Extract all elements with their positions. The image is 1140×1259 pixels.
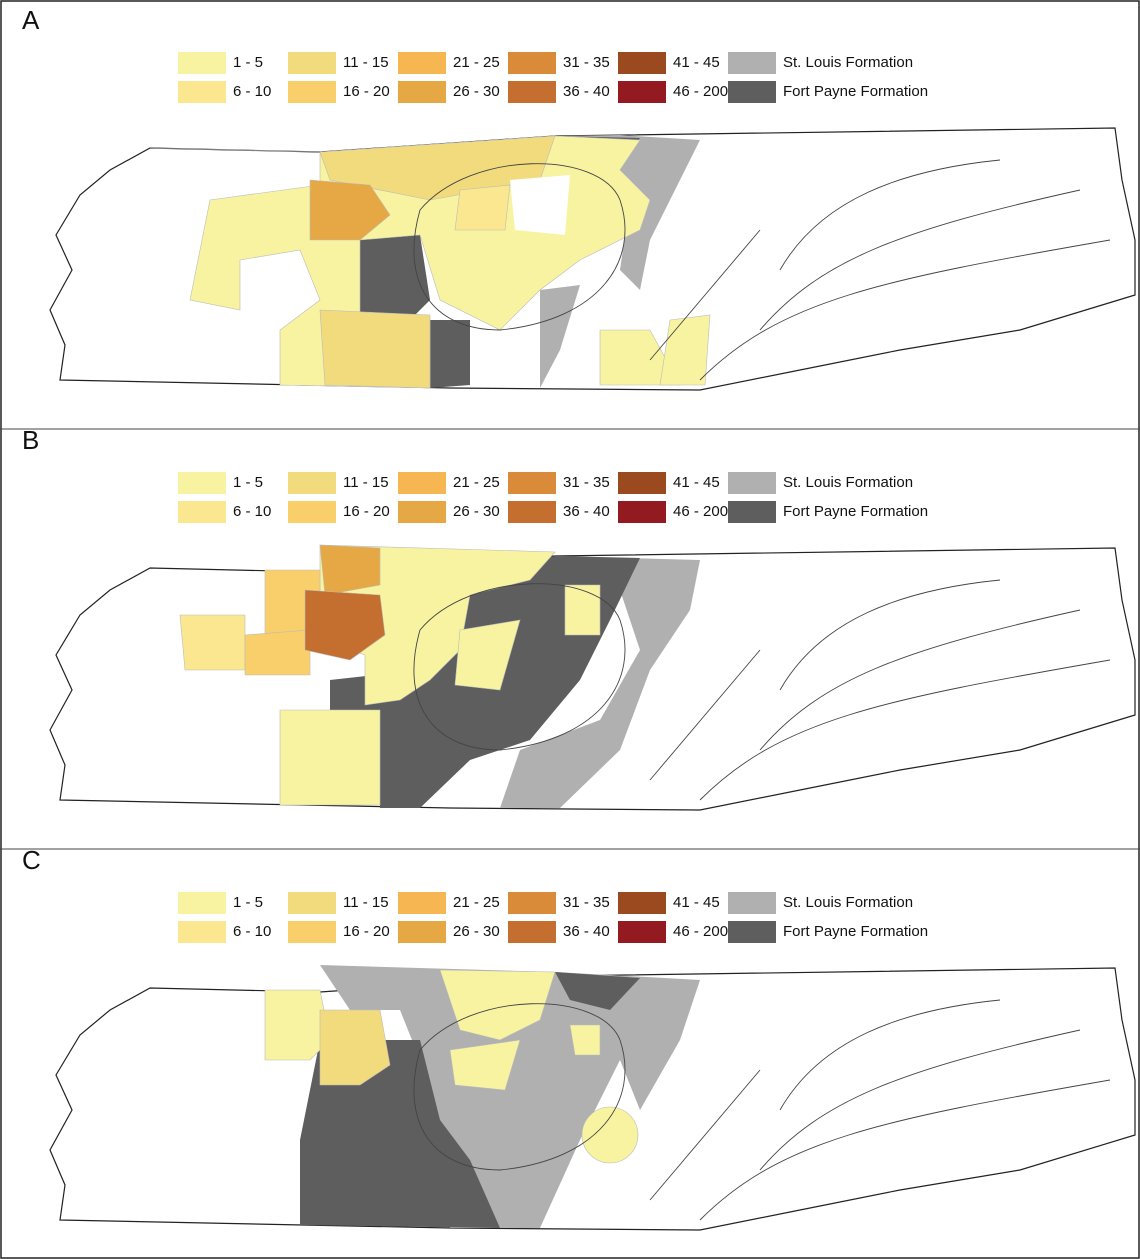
legend-swatch xyxy=(398,921,446,943)
legend-label: 46 - 200 xyxy=(673,83,728,100)
legend-label: 26 - 30 xyxy=(453,503,500,520)
legend-swatch xyxy=(288,472,336,494)
panel-label: A xyxy=(22,5,40,35)
legend-label: Fort Payne Formation xyxy=(783,503,928,520)
legend-label: 6 - 10 xyxy=(233,83,271,100)
legend-swatch xyxy=(178,921,226,943)
legend-swatch xyxy=(398,472,446,494)
legend-label: St. Louis Formation xyxy=(783,474,913,491)
legend-swatch xyxy=(178,81,226,103)
legend-label: 11 - 15 xyxy=(343,474,389,491)
legend-label: Fort Payne Formation xyxy=(783,923,928,940)
legend-swatch xyxy=(288,921,336,943)
legend-label: 6 - 10 xyxy=(233,503,271,520)
legend-swatch xyxy=(508,501,556,523)
legend-label: 11 - 15 xyxy=(343,894,389,911)
legend-swatch xyxy=(288,501,336,523)
legend-swatch xyxy=(618,472,666,494)
legend-swatch xyxy=(178,52,226,74)
legend-swatch xyxy=(728,892,776,914)
legend-swatch xyxy=(508,472,556,494)
legend-swatch xyxy=(288,81,336,103)
legend-swatch xyxy=(288,892,336,914)
legend-label: 46 - 200 xyxy=(673,503,728,520)
legend-swatch xyxy=(398,892,446,914)
legend-label: 6 - 10 xyxy=(233,923,271,940)
panel-label: B xyxy=(22,425,39,455)
legend-label: 16 - 20 xyxy=(343,83,390,100)
legend-label: 46 - 200 xyxy=(673,923,728,940)
legend-label: 31 - 35 xyxy=(563,54,610,71)
legend-swatch xyxy=(618,52,666,74)
legend-swatch xyxy=(398,52,446,74)
legend-label: 21 - 25 xyxy=(453,54,500,71)
legend-label: 31 - 35 xyxy=(563,474,610,491)
legend-label: Fort Payne Formation xyxy=(783,83,928,100)
legend-swatch xyxy=(508,81,556,103)
legend-label: 36 - 40 xyxy=(563,503,610,520)
legend-swatch xyxy=(618,81,666,103)
legend-swatch xyxy=(398,501,446,523)
legend-swatch xyxy=(618,921,666,943)
legend-swatch xyxy=(618,501,666,523)
legend-swatch xyxy=(508,921,556,943)
legend-swatch xyxy=(178,501,226,523)
panel-label: C xyxy=(22,845,41,875)
legend-label: 31 - 35 xyxy=(563,894,610,911)
legend-swatch xyxy=(728,501,776,523)
legend-swatch xyxy=(508,52,556,74)
legend-swatch xyxy=(728,472,776,494)
legend-swatch xyxy=(398,81,446,103)
legend-label: 36 - 40 xyxy=(563,83,610,100)
legend-label: 36 - 40 xyxy=(563,923,610,940)
legend-label: 1 - 5 xyxy=(233,894,263,911)
legend-swatch xyxy=(728,81,776,103)
legend-label: 1 - 5 xyxy=(233,474,263,491)
legend-swatch xyxy=(178,892,226,914)
legend-swatch xyxy=(618,892,666,914)
legend-label: 21 - 25 xyxy=(453,894,500,911)
legend-label: St. Louis Formation xyxy=(783,894,913,911)
legend-swatch xyxy=(728,52,776,74)
legend-label: 1 - 5 xyxy=(233,54,263,71)
legend-label: 26 - 30 xyxy=(453,923,500,940)
legend-label: 11 - 15 xyxy=(343,54,389,71)
legend-swatch xyxy=(178,472,226,494)
legend-label: 26 - 30 xyxy=(453,83,500,100)
figure: A 1 - 5 6 - 10 11 - 15 16 - 20 21 - 25 26 - 30… xyxy=(0,0,1140,1259)
legend-label: 16 - 20 xyxy=(343,503,390,520)
legend-label: 16 - 20 xyxy=(343,923,390,940)
legend-label: 41 - 45 xyxy=(673,894,720,911)
legend-swatch xyxy=(728,921,776,943)
legend-swatch xyxy=(288,52,336,74)
legend-swatch xyxy=(508,892,556,914)
legend-label: 41 - 45 xyxy=(673,474,720,491)
legend-label: 21 - 25 xyxy=(453,474,500,491)
legend-label: St. Louis Formation xyxy=(783,54,913,71)
legend-label: 41 - 45 xyxy=(673,54,720,71)
